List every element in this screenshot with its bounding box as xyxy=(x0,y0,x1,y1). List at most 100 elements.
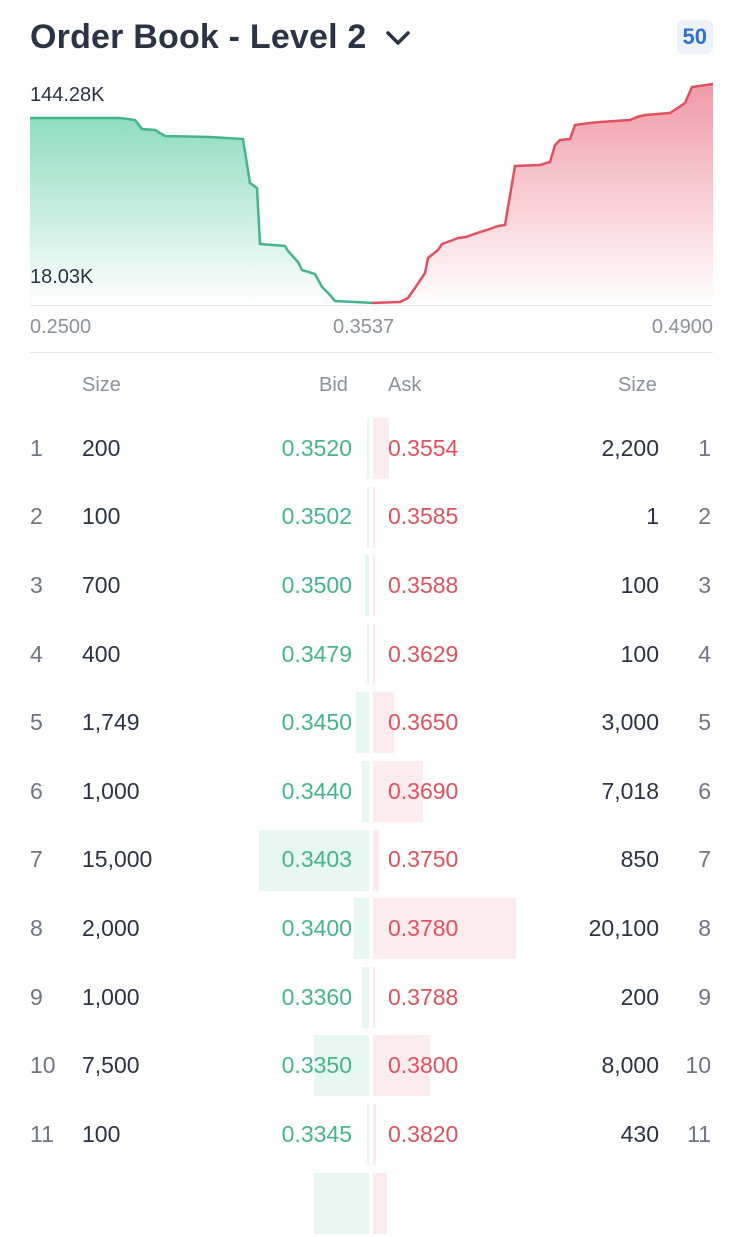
bid-price: 0.3502 xyxy=(281,503,352,530)
depth-chart: 144.28K 18.03K xyxy=(30,80,714,306)
row-index-left: 8 xyxy=(30,914,43,941)
chevron-down-icon xyxy=(385,30,410,45)
ask-depth-bar xyxy=(373,1104,376,1165)
bid-size: 700 xyxy=(82,571,121,598)
ask-price: 0.3585 xyxy=(388,503,459,530)
bid-size: 2,000 xyxy=(82,914,140,941)
ask-depth-bar xyxy=(373,692,395,754)
bid-depth-bar xyxy=(354,898,369,960)
bid-depth-bar xyxy=(314,1172,369,1234)
ask-size: 2,200 xyxy=(601,434,659,461)
ask-size: 100 xyxy=(620,640,659,667)
chart-y-bottom-label: 18.03K xyxy=(30,266,94,288)
bid-depth-bar xyxy=(361,761,369,822)
row-index-right: 10 xyxy=(685,1052,711,1079)
bid-depth-bar xyxy=(356,692,369,754)
x-axis-mid-label: 0.3537 xyxy=(333,316,395,338)
bid-price: 0.3403 xyxy=(281,846,352,873)
ask-price: 0.3750 xyxy=(388,846,459,873)
bid-depth-bar xyxy=(366,623,369,685)
ask-depth-bar xyxy=(373,555,375,617)
ask-depth-bar xyxy=(373,898,516,960)
ask-price: 0.3820 xyxy=(388,1120,459,1147)
row-index-left: 6 xyxy=(30,777,43,804)
ask-price: 0.3780 xyxy=(388,914,459,941)
bid-size: 1,000 xyxy=(82,983,140,1010)
row-index-left: 3 xyxy=(30,571,43,598)
ask-size: 430 xyxy=(620,1120,659,1147)
chart-x-axis: 0.2500 0.3537 0.4900 xyxy=(30,316,713,346)
row-index-right: 3 xyxy=(698,571,711,598)
order-book-row[interactable]: 8 2,000 0.3400 0.3780 20,100 8 xyxy=(0,894,743,963)
row-index-left: 9 xyxy=(30,983,43,1010)
bid-depth-bar xyxy=(367,418,369,479)
chart-y-top-label: 144.28K xyxy=(30,84,105,106)
ask-header: Ask xyxy=(388,374,422,396)
row-index-left: 7 xyxy=(30,846,43,873)
row-index-left: 5 xyxy=(30,709,43,736)
row-index-right: 6 xyxy=(698,777,711,804)
bid-size: 15,000 xyxy=(82,846,153,873)
order-book-row[interactable]: 10 7,500 0.3350 0.3800 8,000 10 xyxy=(0,1031,743,1100)
row-index-right: 5 xyxy=(698,709,711,736)
ask-price: 0.3588 xyxy=(388,571,459,598)
ask-depth-bar xyxy=(373,486,375,548)
page-title: Order Book - Level 2 xyxy=(30,18,367,56)
bid-depth-bar xyxy=(365,555,369,617)
depth-badge[interactable]: 50 xyxy=(676,20,713,54)
row-index-right: 4 xyxy=(698,640,711,667)
order-book-row[interactable]: 5 1,749 0.3450 0.3650 3,000 5 xyxy=(0,688,743,757)
ask-size: 100 xyxy=(620,571,659,598)
row-index-right: 2 xyxy=(698,503,711,530)
order-book-row[interactable]: 3 700 0.3500 0.3588 100 3 xyxy=(0,551,743,620)
row-index-right: 7 xyxy=(698,846,711,873)
bid-header: Bid xyxy=(319,374,348,396)
bid-price: 0.3345 xyxy=(281,1120,352,1147)
row-index-left: 10 xyxy=(30,1052,56,1079)
bid-size: 100 xyxy=(82,503,121,530)
bid-size: 200 xyxy=(82,434,121,461)
order-book-row[interactable]: 11 100 0.3345 0.3820 430 11 xyxy=(0,1100,743,1169)
order-book-row[interactable]: 7 15,000 0.3403 0.3750 850 7 xyxy=(0,826,743,895)
order-book-row[interactable]: 2 100 0.3502 0.3585 1 2 xyxy=(0,483,743,552)
bid-price: 0.3400 xyxy=(281,914,352,941)
bid-depth-bar xyxy=(314,1035,369,1097)
row-index-right: 9 xyxy=(698,983,711,1010)
ask-size-header: Size xyxy=(618,374,657,396)
bid-size: 7,500 xyxy=(82,1052,140,1079)
x-axis-right-label: 0.4900 xyxy=(651,316,713,338)
row-index-left: 2 xyxy=(30,503,43,530)
bid-size: 1,000 xyxy=(82,777,140,804)
x-axis-left-label: 0.2500 xyxy=(30,316,92,338)
bid-depth-bar xyxy=(361,966,369,1028)
order-book-row[interactable]: 1 200 0.3520 0.3554 2,200 1 xyxy=(0,414,743,483)
ask-price: 0.3650 xyxy=(388,709,459,736)
ask-price: 0.3788 xyxy=(388,983,459,1010)
bid-price: 0.3500 xyxy=(281,571,352,598)
ask-size: 200 xyxy=(620,983,659,1010)
order-book-title-dropdown[interactable]: Order Book - Level 2 xyxy=(30,18,713,57)
ask-size: 3,000 xyxy=(601,709,659,736)
order-book-row[interactable]: 4 400 0.3479 0.3629 100 4 xyxy=(0,620,743,689)
ask-depth-line xyxy=(371,82,714,305)
bid-price: 0.3450 xyxy=(281,709,352,736)
bid-depth-bar xyxy=(367,1104,369,1165)
ask-price: 0.3690 xyxy=(388,777,459,804)
ask-size: 20,100 xyxy=(588,914,659,941)
row-index-right: 1 xyxy=(698,434,711,461)
order-book-row[interactable] xyxy=(0,1169,743,1237)
ask-price: 0.3629 xyxy=(388,640,459,667)
bid-depth-area xyxy=(30,118,375,306)
ask-depth-bar xyxy=(373,1035,430,1097)
bid-size: 1,749 xyxy=(82,709,140,736)
order-book-row[interactable]: 9 1,000 0.3360 0.3788 200 9 xyxy=(0,963,743,1032)
ask-depth-area xyxy=(372,84,713,306)
bid-price: 0.3479 xyxy=(281,640,352,667)
bid-depth-bar xyxy=(259,829,369,891)
bid-price: 0.3350 xyxy=(281,1052,352,1079)
order-book-row[interactable]: 6 1,000 0.3440 0.3690 7,018 6 xyxy=(0,757,743,826)
divider xyxy=(30,352,713,353)
bid-price: 0.3440 xyxy=(281,777,352,804)
header: Order Book - Level 2 50 xyxy=(30,18,713,62)
bid-size: 400 xyxy=(82,640,121,667)
